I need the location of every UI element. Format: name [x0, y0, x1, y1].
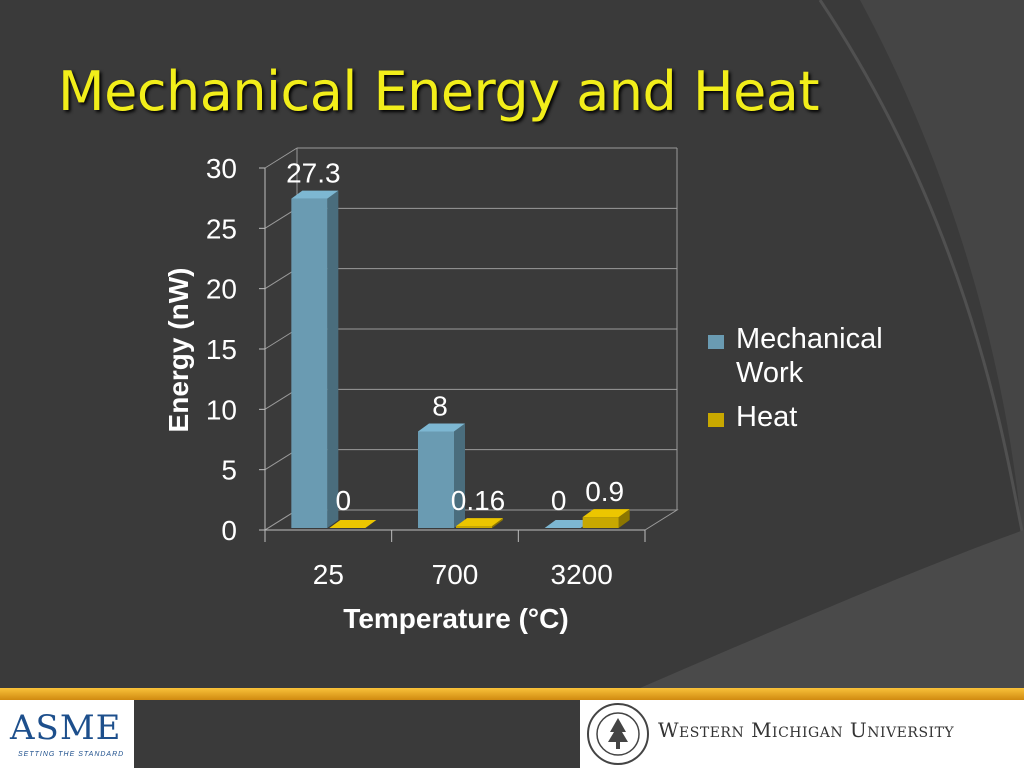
y-tick-label: 5	[221, 455, 237, 486]
data-label-heat-700: 0.16	[451, 485, 506, 516]
data-label-mechanical-work-700: 8	[432, 390, 448, 421]
y-tick-label: 30	[206, 153, 237, 184]
bar-top-mechanical-work-3200	[544, 520, 592, 528]
y-tick-label: 20	[206, 274, 237, 305]
bar-top-mechanical-work-700	[418, 423, 465, 432]
asme-logo: ASME	[10, 708, 122, 748]
chart-labels: 0 5 10 15 20 25 30 25 700 3200 27.3 8 0 0 0.16 0.9	[206, 153, 624, 590]
slide-footer: ASME SETTING THE STANDARD Western Michig…	[0, 688, 1024, 768]
y-tick-label: 15	[206, 334, 237, 365]
legend-swatch-mechanical-work	[708, 335, 724, 349]
energy-bar-chart: 0 5 10 15 20 25 30 25 700 3200 27.3 8 0 0 0.16 0.9 Ener…	[163, 147, 679, 634]
footer-accent-band	[0, 688, 1024, 700]
bar-side-mechanical-work-25	[327, 190, 339, 528]
university-name: Western Michigan University	[658, 718, 955, 742]
bar-top-mechanical-work-25	[291, 190, 339, 199]
legend-label-heat: Heat	[736, 401, 798, 433]
bar-top-heat-25	[329, 520, 377, 528]
x-tick-label: 25	[313, 559, 344, 590]
y-tick-label: 10	[206, 394, 237, 425]
bar-mechanical-work-700	[418, 431, 454, 528]
legend-item-mechanical-work: Mechanical Work	[708, 322, 918, 390]
bar-heat-3200	[582, 517, 619, 528]
y-axis-label: Energy (nW)	[163, 268, 194, 433]
x-tick-label: 3200	[551, 559, 613, 590]
data-label-mechanical-work-25: 27.3	[286, 158, 341, 189]
y-tick-label: 25	[206, 213, 237, 244]
wmu-logo-panel: Western Michigan University	[580, 700, 1024, 768]
slide-title: Mechanical Energy and Heat	[58, 60, 820, 123]
data-label-heat-3200: 0.9	[585, 476, 624, 507]
chart-legend: Mechanical Work Heat	[708, 322, 918, 444]
bar-side-heat-700	[492, 518, 503, 528]
y-tick-label: 0	[221, 515, 237, 546]
bar-heat-700	[456, 526, 492, 528]
legend-item-heat: Heat	[708, 400, 918, 434]
bar-top-heat-3200	[582, 509, 630, 518]
chart-bars	[291, 190, 630, 528]
data-label-heat-25: 0	[336, 485, 352, 516]
x-tick-label: 700	[432, 559, 479, 590]
data-label-mechanical-work-3200: 0	[551, 485, 567, 516]
bar-side-mechanical-work-700	[454, 423, 465, 528]
university-seal-icon	[587, 703, 649, 765]
bar-top-heat-700	[456, 518, 503, 527]
legend-label-mechanical-work: Mechanical Work	[736, 323, 883, 389]
x-axis-label: Temperature (°C)	[343, 603, 568, 634]
legend-swatch-heat	[708, 413, 724, 427]
asme-tagline: SETTING THE STANDARD	[18, 751, 125, 758]
bar-mechanical-work-25	[291, 198, 328, 528]
chart-axes	[259, 167, 646, 542]
bar-side-heat-3200	[618, 509, 630, 528]
asme-logo-panel: ASME SETTING THE STANDARD	[0, 700, 134, 768]
gridline-side-30	[264, 147, 298, 169]
